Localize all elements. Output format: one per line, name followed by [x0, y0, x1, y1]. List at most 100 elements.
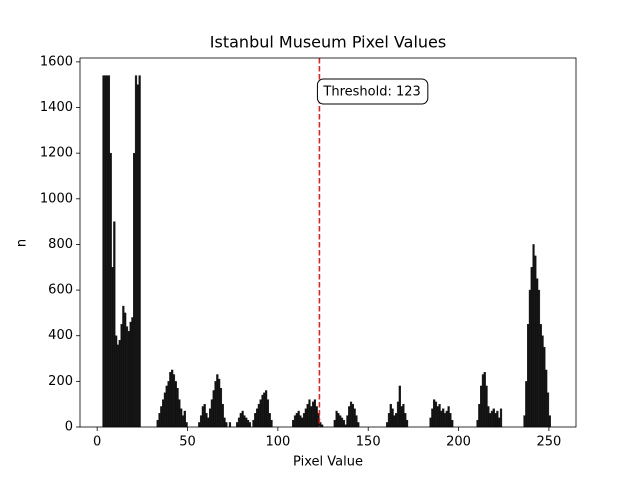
chart-title: Istanbul Museum Pixel Values: [210, 33, 446, 52]
x-tick-label: 50: [179, 435, 196, 450]
bar: [246, 419, 250, 428]
bar: [485, 385, 488, 428]
bar: [199, 415, 203, 428]
bar: [255, 408, 259, 428]
bar: [138, 75, 141, 428]
bar: [530, 267, 533, 428]
x-tick-label: 150: [356, 435, 381, 450]
bar: [386, 422, 389, 428]
bar: [133, 152, 136, 428]
bar: [498, 417, 501, 428]
bar: [223, 417, 226, 428]
bar: [387, 413, 391, 428]
bar: [496, 410, 499, 428]
bar: [201, 406, 204, 428]
bar: [245, 417, 248, 428]
bar: [442, 408, 445, 428]
y-tick-label: 800: [48, 237, 73, 252]
bar: [219, 388, 223, 428]
bar: [203, 403, 206, 428]
bar: [393, 415, 396, 428]
bar: [122, 305, 125, 428]
x-axis-label: Pixel Value: [293, 455, 363, 470]
bar: [337, 413, 340, 428]
bar: [127, 330, 130, 428]
bar: [299, 415, 302, 428]
bar: [481, 374, 485, 428]
bar: [310, 406, 313, 428]
bar: [136, 84, 139, 428]
annotation: Threshold: 123: [322, 85, 420, 100]
bar: [351, 403, 354, 428]
bar: [429, 417, 432, 428]
bar: [259, 399, 262, 428]
bar: [263, 392, 266, 428]
bar: [355, 415, 358, 428]
bar: [527, 324, 530, 428]
bar: [257, 403, 260, 428]
y-tick-label: 1400: [40, 100, 73, 115]
bar: [311, 401, 315, 428]
bar: [104, 75, 107, 428]
bar: [216, 374, 219, 428]
bar: [198, 422, 201, 428]
bar: [162, 399, 165, 428]
bar: [523, 415, 526, 428]
bar: [129, 321, 132, 428]
bar: [214, 381, 217, 428]
bar: [106, 75, 109, 428]
bar: [431, 408, 434, 428]
bar: [353, 408, 356, 428]
x-tick-label: 100: [265, 435, 290, 450]
bar: [109, 152, 112, 428]
bar: [160, 406, 163, 428]
bar: [172, 374, 176, 428]
bar: [308, 399, 311, 428]
annotation-box: [316, 78, 429, 105]
y-axis-label: n: [15, 239, 30, 247]
bar: [543, 346, 546, 428]
bar: [400, 406, 403, 428]
bar: [546, 392, 550, 428]
bar: [349, 401, 353, 428]
bar: [335, 410, 338, 428]
bar: [396, 401, 400, 428]
y-tick-label: 200: [48, 374, 73, 389]
bar: [389, 403, 392, 428]
bar: [342, 419, 345, 428]
bar: [489, 413, 492, 428]
y-tick-label: 400: [48, 328, 73, 343]
y-tick-label: 1000: [40, 191, 73, 206]
bar: [339, 415, 342, 428]
bar: [205, 413, 208, 428]
bar: [113, 221, 116, 428]
bar: [156, 419, 159, 428]
bar: [241, 410, 244, 428]
bar: [218, 378, 221, 428]
y-tick-label: 1200: [40, 146, 73, 161]
bar: [494, 413, 497, 428]
bar: [297, 410, 300, 428]
bar: [451, 419, 454, 428]
bar: [261, 394, 264, 428]
bar: [447, 406, 450, 428]
bar: [174, 381, 177, 428]
bar: [208, 408, 212, 428]
bar: [180, 408, 183, 428]
plot-frame: [79, 57, 577, 428]
x-tick-label: 250: [536, 435, 561, 450]
bar: [548, 415, 551, 428]
bar: [348, 406, 351, 428]
bar: [545, 369, 548, 428]
bar: [487, 406, 490, 428]
bar: [124, 312, 127, 428]
bar: [221, 403, 224, 428]
bar: [115, 335, 118, 428]
bar: [252, 419, 255, 428]
bar: [433, 399, 436, 428]
bar: [476, 419, 479, 428]
bar: [536, 278, 539, 428]
bar: [443, 413, 447, 428]
